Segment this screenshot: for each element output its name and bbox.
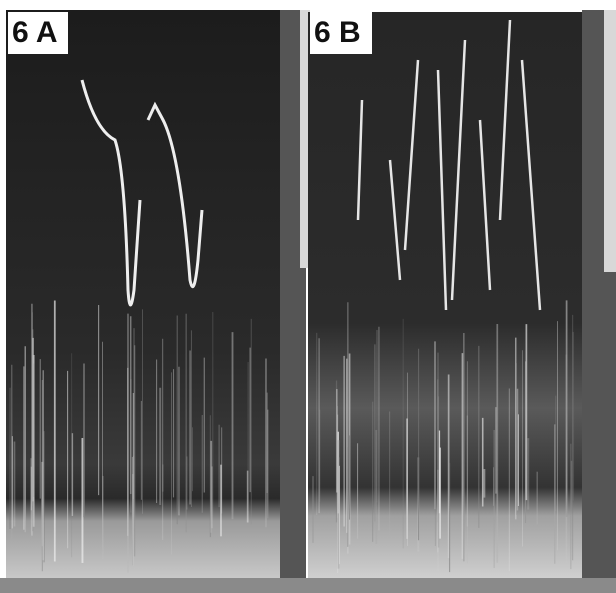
call-contour <box>80 79 142 307</box>
scale-bar-a <box>300 10 310 268</box>
scale-bar-b <box>604 10 616 272</box>
spectrogram-a <box>6 10 282 578</box>
call-contour <box>356 19 542 311</box>
label-box <box>310 12 372 54</box>
noise-streaks <box>9 300 575 574</box>
label-box <box>8 12 68 54</box>
panel-label: 6 A <box>12 16 58 49</box>
panel-label: 6 B <box>314 16 361 49</box>
bottom-band <box>0 578 616 593</box>
call-contour <box>146 101 204 289</box>
